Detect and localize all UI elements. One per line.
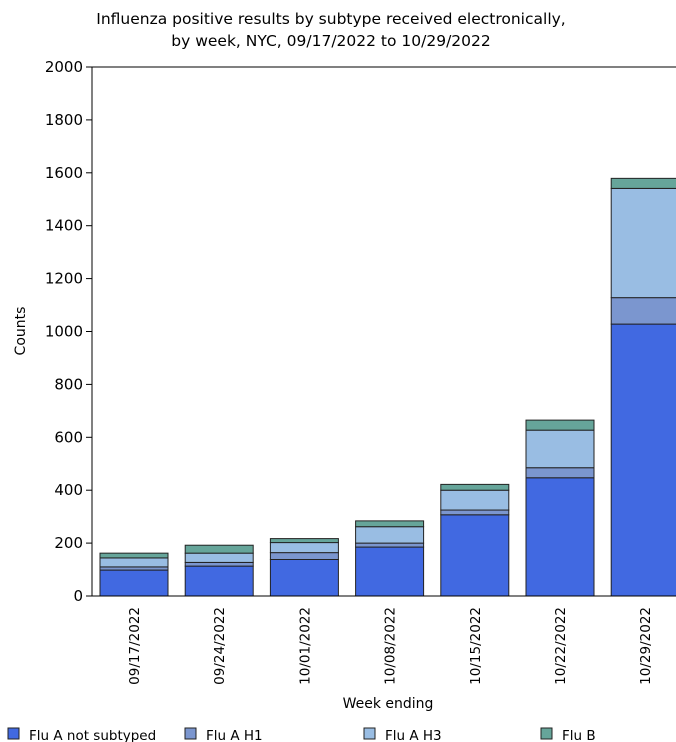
bar-segment-2-4: [355, 542, 425, 548]
x-tick-label-5: 10/15/2022: [468, 607, 484, 685]
bar-segment-1-3: [269, 558, 339, 597]
legend-label-3: Flu A H3: [385, 728, 442, 742]
bar-segment-3-3: [269, 542, 339, 554]
legend: Flu A not subtyped Flu A H1 Flu A H3 Flu B: [7, 727, 596, 742]
legend-swatch-4: [540, 727, 553, 740]
y-tick-label-4: 600: [54, 428, 83, 446]
bar-segment-1-1: [99, 569, 169, 597]
bar-segment-3-2: [184, 552, 254, 563]
bar-segment-2-2: [184, 561, 254, 567]
bar-segment-1-5: [440, 514, 510, 597]
bar-segment-4-1: [99, 552, 169, 559]
y-tick-label-6: 1000: [45, 323, 83, 341]
legend-swatch-2: [184, 727, 197, 740]
y-tick-label-2: 200: [54, 534, 83, 552]
legend-label-1: Flu A not subtyped: [29, 728, 156, 742]
x-tick-label-6: 10/22/2022: [553, 607, 569, 685]
bar-segment-1-4: [355, 546, 425, 597]
x-axis-label: Week ending: [343, 696, 434, 712]
y-tick-label-7: 1200: [45, 270, 83, 288]
y-axis-label: Counts: [13, 307, 29, 356]
bar-segment-4-3: [269, 538, 339, 544]
bar-segment-3-6: [525, 429, 595, 469]
y-tick-label-9: 1600: [45, 164, 83, 182]
axes-group: 09/17/2022 09/24/2022 10/01/2022 10/08/2022…: [45, 58, 676, 685]
bar-segment-3-7: [610, 187, 676, 299]
x-tick-label-4: 10/08/2022: [383, 607, 399, 685]
bar-segment-4-2: [184, 544, 254, 554]
y-tick-label-8: 1400: [45, 217, 83, 235]
bar-segment-4-5: [440, 483, 510, 491]
bar-segment-1-2: [184, 565, 254, 597]
y-tick-label-10: 1800: [45, 111, 83, 129]
chart-title: Influenza positive results by subtype re…: [96, 10, 565, 28]
bar-segment-3-4: [355, 526, 425, 544]
y-tick-label-1: 0: [73, 587, 83, 605]
x-tick-label-2: 09/24/2022: [212, 607, 228, 685]
legend-swatch-3: [363, 727, 376, 740]
x-tick-label-3: 10/01/2022: [297, 607, 313, 685]
bar-segment-3-1: [99, 557, 169, 568]
y-tick-label-3: 400: [54, 481, 83, 499]
bar-segment-2-6: [525, 467, 595, 479]
bar-segment-3-5: [440, 489, 510, 511]
bars-group: [99, 177, 676, 597]
x-tick-label-7: 10/29/2022: [638, 607, 654, 685]
bar-segment-1-7: [610, 323, 676, 597]
bar-segment-4-6: [525, 419, 595, 431]
y-tick-label-5: 800: [54, 375, 83, 393]
bar-segment-2-5: [440, 509, 510, 516]
chart-subtitle: by week, NYC, 09/17/2022 to 10/29/2022: [171, 32, 491, 50]
bar-segment-4-4: [355, 520, 425, 528]
legend-label-2: Flu A H1: [206, 728, 263, 742]
bar-segment-2-7: [610, 297, 676, 325]
legend-swatch-1: [7, 727, 20, 740]
legend-label-4: Flu B: [562, 728, 596, 742]
x-tick-label-1: 09/17/2022: [127, 607, 143, 685]
bar-segment-2-3: [269, 552, 339, 560]
bar-segment-1-6: [525, 477, 595, 597]
y-tick-label-11: 2000: [45, 58, 83, 76]
bar-segment-4-7: [610, 177, 676, 189]
